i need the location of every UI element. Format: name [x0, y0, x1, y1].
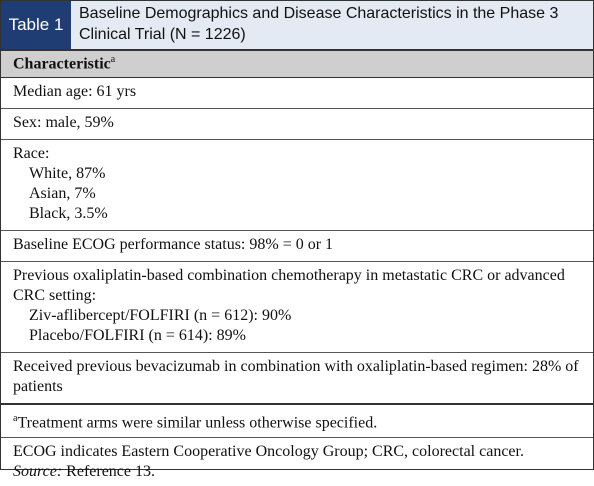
- row-text: Race:: [13, 145, 50, 162]
- table-row: Baseline ECOG performance status: 98% = …: [1, 231, 593, 262]
- footnote: aTreatment arms were similar unless othe…: [1, 405, 593, 437]
- row-item: Black, 3.5%: [29, 205, 108, 222]
- source-label: Source:: [13, 463, 63, 481]
- table-label: Table 1: [1, 1, 71, 49]
- table-row: Received previous bevacizumab in combina…: [1, 353, 593, 405]
- row-text: Previous oxaliplatin-based combination c…: [13, 267, 565, 304]
- footnote-mark: a: [13, 413, 18, 424]
- footnote-mark: a: [110, 54, 116, 65]
- column-header-text: Characteristic: [13, 55, 111, 73]
- row-item: Asian, 7%: [29, 185, 96, 202]
- footnote-text: Treatment arms were similar unless other…: [17, 414, 378, 432]
- abbreviations-text: ECOG indicates Eastern Cooperative Oncol…: [13, 443, 524, 461]
- table-row: Race: White, 87% Asian, 7% Black, 3.5%: [1, 140, 593, 231]
- table-row: Previous oxaliplatin-based combination c…: [1, 262, 593, 353]
- table-body: Median age: 61 yrs Sex: male, 59% Race: Whi…: [1, 78, 593, 405]
- row-text: Sex: male, 59%: [13, 114, 114, 131]
- table-header: Table 1 Baseline Demographics and Diseas…: [1, 1, 593, 51]
- abbreviations: ECOG indicates Eastern Cooperative Oncol…: [1, 437, 593, 486]
- row-item: White, 87%: [29, 165, 106, 182]
- table-title: Baseline Demographics and Disease Charac…: [79, 5, 559, 43]
- table-row: Median age: 61 yrs: [1, 78, 593, 109]
- row-text: Baseline ECOG performance status: 98% = …: [13, 236, 334, 253]
- source-text: Reference 13.: [66, 463, 156, 481]
- row-item: Placebo/FOLFIRI (n = 614): 89%: [29, 327, 246, 344]
- row-item: Ziv-aflibercept/FOLFIRI (n = 612): 90%: [29, 307, 292, 324]
- row-text: Median age: 61 yrs: [13, 83, 137, 100]
- column-header: Characteristica: [1, 51, 593, 78]
- row-text: Received previous bevacizumab in combina…: [13, 358, 579, 395]
- table-row: Sex: male, 59%: [1, 109, 593, 140]
